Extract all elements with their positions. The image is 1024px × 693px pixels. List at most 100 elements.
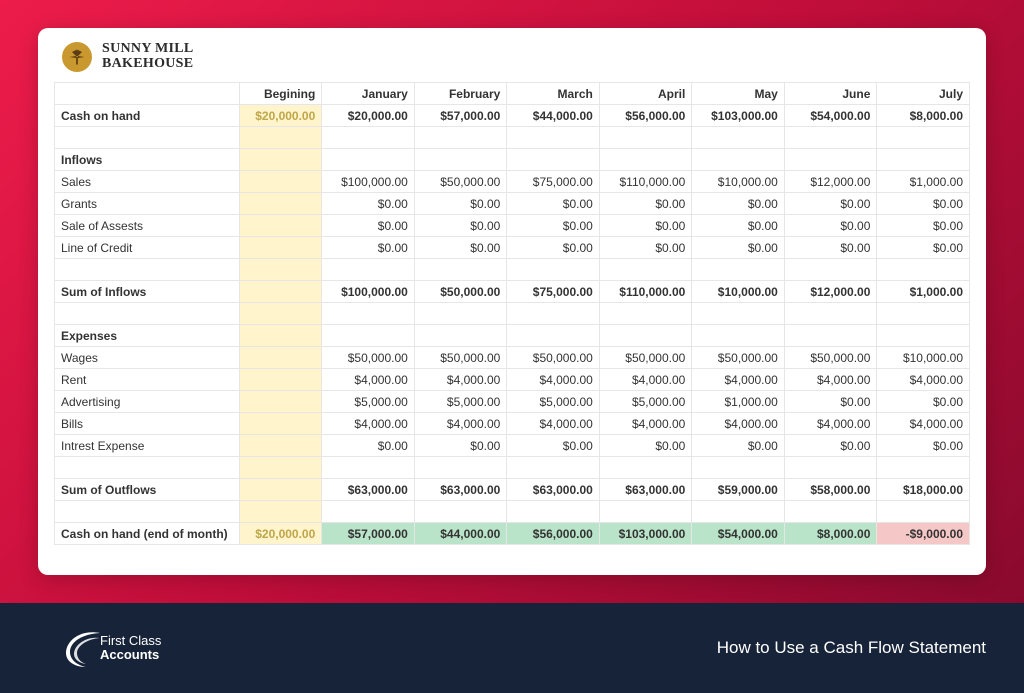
row-expense: Wages$50,000.00$50,000.00$50,000.00$50,0…	[55, 347, 970, 369]
cell-value: $4,000.00	[692, 369, 785, 391]
cell-value: $100,000.00	[322, 281, 415, 303]
cell-value: $0.00	[692, 193, 785, 215]
cell-value: $58,000.00	[784, 479, 877, 501]
cell-value: $4,000.00	[784, 413, 877, 435]
cell-value: $63,000.00	[414, 479, 507, 501]
row-label: Cash on hand (end of month)	[55, 523, 240, 545]
row-cash-eom: Cash on hand (end of month)$20,000.00$57…	[55, 523, 970, 545]
cell-value: $0.00	[322, 215, 415, 237]
cell-value: $0.00	[877, 237, 970, 259]
header-month: May	[692, 83, 785, 105]
cell-value: $4,000.00	[877, 369, 970, 391]
cell-eom: -$9,000.00	[877, 523, 970, 545]
cell-value: $110,000.00	[599, 171, 692, 193]
row-label: Sales	[55, 171, 240, 193]
cell-value: $0.00	[599, 435, 692, 457]
cell-value: $5,000.00	[322, 391, 415, 413]
cell-value: $4,000.00	[414, 413, 507, 435]
cell-value: $8,000.00	[877, 105, 970, 127]
cell-value: $4,000.00	[692, 413, 785, 435]
cell-value: $4,000.00	[599, 413, 692, 435]
cell-eom: $44,000.00	[414, 523, 507, 545]
cell-value: $5,000.00	[414, 391, 507, 413]
row-inflow: Sale of Assests$0.00$0.00$0.00$0.00$0.00…	[55, 215, 970, 237]
cell-value: $20,000.00	[322, 105, 415, 127]
spacer-row	[55, 303, 970, 325]
gradient-background: SUNNY MILL BAKEHOUSE BeginingJanuaryFebr…	[0, 0, 1024, 603]
cell-value: $0.00	[414, 215, 507, 237]
row-label: Rent	[55, 369, 240, 391]
cell-value: $1,000.00	[877, 171, 970, 193]
row-label: Intrest Expense	[55, 435, 240, 457]
cell-value: $0.00	[877, 391, 970, 413]
cell-value: $0.00	[507, 435, 600, 457]
cell-value: $63,000.00	[507, 479, 600, 501]
cell-begining: $20,000.00	[240, 105, 322, 127]
footer-logo-text: First Class Accounts	[100, 634, 161, 663]
cell-value: $12,000.00	[784, 171, 877, 193]
cell-value: $0.00	[599, 193, 692, 215]
cell-value: $10,000.00	[692, 171, 785, 193]
cell-value: $63,000.00	[599, 479, 692, 501]
cell-eom: $57,000.00	[322, 523, 415, 545]
cell-value: $0.00	[507, 215, 600, 237]
cell-value: $56,000.00	[599, 105, 692, 127]
cell-value: $0.00	[322, 193, 415, 215]
cell-value: $50,000.00	[414, 281, 507, 303]
cell-value: $100,000.00	[322, 171, 415, 193]
footer-logo-line-1: First Class	[100, 634, 161, 648]
cell-eom: $103,000.00	[599, 523, 692, 545]
cell-value: $0.00	[784, 237, 877, 259]
cell-value: $59,000.00	[692, 479, 785, 501]
row-label: Bills	[55, 413, 240, 435]
spreadsheet-card: SUNNY MILL BAKEHOUSE BeginingJanuaryFebr…	[38, 28, 986, 575]
cell-value: $0.00	[784, 193, 877, 215]
cell-value: $0.00	[784, 435, 877, 457]
cell-eom: $8,000.00	[784, 523, 877, 545]
row-expense: Intrest Expense$0.00$0.00$0.00$0.00$0.00…	[55, 435, 970, 457]
cell-value: $103,000.00	[692, 105, 785, 127]
cell-value: $50,000.00	[322, 347, 415, 369]
cell-value: $10,000.00	[692, 281, 785, 303]
row-label: Line of Credit	[55, 237, 240, 259]
row-expenses-header: Expenses	[55, 325, 970, 347]
brand-line-1: SUNNY MILL	[102, 42, 194, 57]
cell-value: $0.00	[322, 435, 415, 457]
cell-value: $0.00	[599, 237, 692, 259]
cell-value: $4,000.00	[784, 369, 877, 391]
row-label: Wages	[55, 347, 240, 369]
row-expense: Advertising$5,000.00$5,000.00$5,000.00$5…	[55, 391, 970, 413]
cell-value: $5,000.00	[507, 391, 600, 413]
cell-value: $0.00	[877, 435, 970, 457]
cell-value: $0.00	[877, 215, 970, 237]
cell-value: $1,000.00	[692, 391, 785, 413]
row-inflow: Grants$0.00$0.00$0.00$0.00$0.00$0.00$0.0…	[55, 193, 970, 215]
cell-value: $50,000.00	[414, 347, 507, 369]
cell-value: $5,000.00	[599, 391, 692, 413]
header-begining: Begining	[240, 83, 322, 105]
cell-value: $1,000.00	[877, 281, 970, 303]
cell-value: $0.00	[507, 237, 600, 259]
spacer-row	[55, 501, 970, 523]
cell-value: $50,000.00	[599, 347, 692, 369]
brand-header: SUNNY MILL BAKEHOUSE	[54, 40, 970, 82]
cell-value: $54,000.00	[784, 105, 877, 127]
cell-value: $4,000.00	[322, 413, 415, 435]
cell-value: $50,000.00	[414, 171, 507, 193]
header-month: January	[322, 83, 415, 105]
cell-value: $0.00	[784, 215, 877, 237]
row-label: Sum of Outflows	[55, 479, 240, 501]
cell-value: $0.00	[414, 193, 507, 215]
cell-begining: $20,000.00	[240, 523, 322, 545]
section-label: Inflows	[55, 149, 240, 171]
cell-value: $4,000.00	[507, 369, 600, 391]
cell-value: $18,000.00	[877, 479, 970, 501]
windmill-logo	[62, 42, 92, 72]
row-label: Sale of Assests	[55, 215, 240, 237]
cell-value: $0.00	[414, 435, 507, 457]
row-expense: Rent$4,000.00$4,000.00$4,000.00$4,000.00…	[55, 369, 970, 391]
cell-value: $63,000.00	[322, 479, 415, 501]
spacer-row	[55, 127, 970, 149]
footer-title: How to Use a Cash Flow Statement	[717, 638, 986, 658]
row-expense: Bills$4,000.00$4,000.00$4,000.00$4,000.0…	[55, 413, 970, 435]
